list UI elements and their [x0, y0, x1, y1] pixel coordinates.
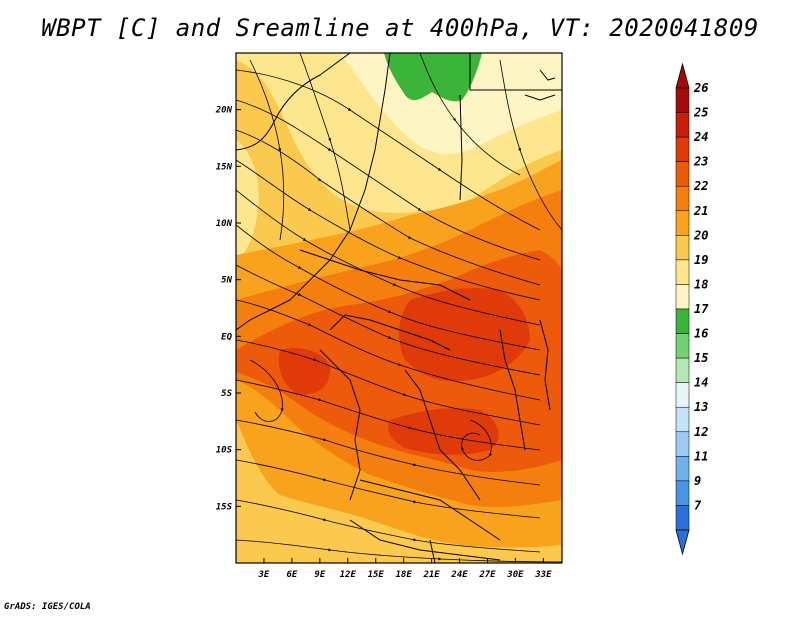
colorbar-swatch: [675, 382, 690, 408]
colorbar-swatch: [675, 357, 690, 383]
colorbar-label: 17: [694, 302, 709, 316]
colorbar-label: 15: [694, 351, 708, 365]
colorbar-swatch: [675, 456, 690, 482]
colorbar-label: 7: [694, 498, 702, 512]
x-tick-label: 15E: [368, 570, 385, 580]
colorbar-swatch: [675, 210, 690, 236]
y-tick-label: 15N: [216, 162, 233, 172]
x-tick-label: 6E: [286, 570, 297, 580]
colorbar-label: 22: [693, 179, 708, 193]
colorbar-label: 12: [694, 425, 708, 439]
x-axis: 3E 6E 9E 12E 15E 18E 21E 24E 27E 30E 33E: [258, 558, 552, 580]
colorbar-swatch: [675, 235, 690, 261]
map-title: WBPT [C] and Sreamline at 400hPa, VT: 20…: [41, 14, 759, 42]
map-frame: [235, 52, 563, 564]
y-tick-label: EQ: [221, 332, 232, 342]
x-tick-label: 33E: [534, 570, 552, 580]
colorbar-label: 20: [693, 228, 708, 242]
map-panel: [236, 53, 562, 563]
colorbar-swatch: [675, 136, 690, 162]
y-tick-label: 5N: [221, 276, 232, 286]
colorbar-swatch: [675, 284, 690, 310]
colorbar-swatch: [675, 505, 690, 531]
x-tick-label: 3E: [258, 570, 270, 580]
colorbar: 26 25 24 23 22 21 20 19 18 17 16 15 14 13 12 11 9 7: [675, 62, 709, 556]
colorbar-swatch: [675, 333, 690, 359]
x-tick-label: 30E: [506, 570, 524, 580]
colorbar-label: 14: [694, 376, 708, 390]
x-tick-label: 9E: [314, 570, 325, 580]
colorbar-label: 21: [693, 204, 708, 218]
y-tick-label: 10N: [216, 219, 233, 229]
colorbar-swatch: [675, 431, 690, 457]
grads-credit: GrADS: IGES/COLA: [4, 602, 91, 612]
colorbar-label: 23: [693, 155, 708, 169]
colorbar-bottom-arrow: [675, 529, 690, 556]
x-tick-label: 21E: [422, 570, 440, 580]
colorbar-swatch: [675, 308, 690, 334]
colorbar-swatch: [675, 185, 690, 212]
colorbar-top-arrow: [675, 62, 690, 89]
colorbar-label: 16: [694, 327, 708, 341]
colorbar-label: 26: [693, 81, 708, 95]
colorbar-label: 25: [693, 106, 708, 120]
colorbar-label: 9: [694, 474, 701, 488]
x-tick-label: 18E: [396, 570, 413, 580]
y-tick-label: 10S: [216, 446, 233, 456]
colorbar-label: 18: [694, 277, 708, 291]
colorbar-swatch: [675, 87, 690, 113]
colorbar-label: 19: [694, 253, 708, 267]
colorbar-swatch: [675, 480, 690, 506]
colorbar-label: 13: [694, 400, 708, 414]
colorbar-swatch: [675, 112, 690, 138]
y-tick-label: 5S: [221, 389, 232, 399]
x-tick-label: 24E: [450, 570, 468, 580]
y-axis: 20N 15N 10N 5N EQ 5S 10S 15S: [215, 106, 241, 512]
colorbar-swatch: [675, 161, 690, 187]
x-tick-label: 12E: [340, 570, 357, 580]
field-17-18-green: [384, 53, 482, 102]
y-tick-label: 15S: [216, 502, 233, 512]
y-tick-label: 20N: [215, 106, 233, 116]
x-tick-label: 27E: [478, 570, 496, 580]
streamlines: [236, 53, 562, 563]
colorbar-swatch: [675, 406, 690, 433]
colorbar-swatch: [675, 259, 690, 285]
field-19-20-west: [236, 140, 259, 260]
colorbar-label: 11: [694, 449, 708, 463]
colorbar-label: 24: [693, 130, 708, 144]
